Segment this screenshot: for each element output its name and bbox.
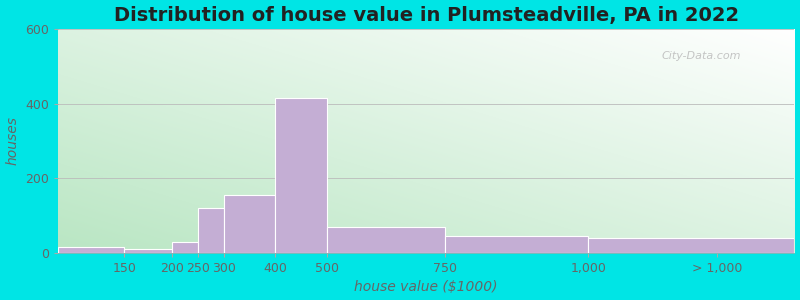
Bar <box>588 238 794 253</box>
X-axis label: house value ($1000): house value ($1000) <box>354 280 498 294</box>
Text: City-Data.com: City-Data.com <box>662 51 742 61</box>
Bar <box>327 227 445 253</box>
Bar <box>275 98 327 253</box>
Y-axis label: houses: houses <box>6 116 19 165</box>
Bar <box>445 236 588 253</box>
Bar <box>58 247 124 253</box>
Bar <box>224 195 275 253</box>
Bar <box>172 242 198 253</box>
Bar <box>124 249 172 253</box>
Title: Distribution of house value in Plumsteadville, PA in 2022: Distribution of house value in Plumstead… <box>114 6 738 25</box>
Bar <box>198 208 224 253</box>
